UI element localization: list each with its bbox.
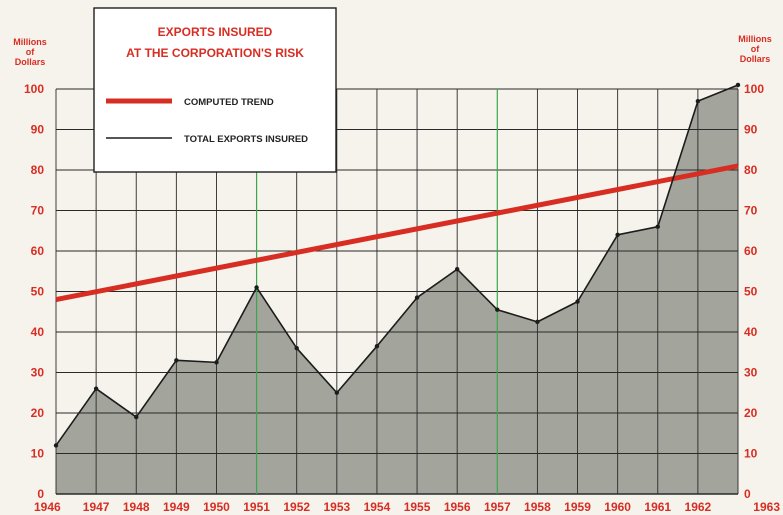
unit-label-left-line-1: Millions <box>13 37 47 47</box>
chart-title-line-1: EXPORTS INSURED <box>158 25 273 39</box>
unit-label-left-line-2: of <box>26 47 35 57</box>
data-point-1947 <box>93 386 99 391</box>
x-tick-label: 1960 <box>604 500 631 514</box>
y-tick-label-left: 50 <box>31 285 45 299</box>
x-tick-label: 1954 <box>364 500 391 514</box>
data-point-1953 <box>334 390 340 395</box>
y-axis-unit-label-left: Millions of Dollars <box>13 37 47 67</box>
y-tick-label-left: 60 <box>31 244 45 258</box>
data-point-1948 <box>134 414 139 420</box>
area-layer <box>56 84 738 494</box>
x-tick-label: 1953 <box>323 500 350 514</box>
x-tick-label: 1952 <box>283 500 310 514</box>
legend: EXPORTS INSURED AT THE CORPORATION'S RIS… <box>93 7 337 173</box>
x-tick-label: 1961 <box>644 500 671 514</box>
total-exports-line <box>55 84 739 446</box>
data-point-1963 <box>735 82 741 88</box>
y-tick-label-right: 100 <box>744 82 764 96</box>
x-tick-label: 1951 <box>243 500 270 514</box>
x-tick-label: 1956 <box>444 500 471 514</box>
data-point-1946 <box>53 443 59 448</box>
y-tick-label-right: 0 <box>744 487 751 501</box>
unit-label-right-line-1: Millions <box>738 34 772 44</box>
x-tick-label: 1946 <box>34 500 61 514</box>
y-tick-label-right: 80 <box>744 163 758 177</box>
y-tick-label-left: 40 <box>31 325 45 339</box>
y-tick-label-right: 90 <box>744 123 758 137</box>
data-point-1952 <box>294 346 299 351</box>
data-point-1962 <box>695 98 701 104</box>
series-layer <box>53 82 741 448</box>
unit-label-right-line-2: of <box>751 44 760 54</box>
data-point-1956 <box>454 267 460 272</box>
unit-label-right-line-3: Dollars <box>740 54 771 64</box>
data-point-1954 <box>374 343 380 349</box>
x-tick-label: 1963 <box>753 500 780 514</box>
data-point-1958 <box>535 319 540 325</box>
y-tick-label-left: 90 <box>31 123 45 137</box>
y-tick-label-right: 10 <box>744 447 758 461</box>
legend-total-label: TOTAL EXPORTS INSURED <box>184 134 308 145</box>
x-tick-label: 1948 <box>123 500 150 514</box>
y-axis-unit-label-right: Millions of Dollars <box>738 34 772 64</box>
legend-trend-label: COMPUTED TREND <box>184 97 274 108</box>
x-tick-label: 1958 <box>524 500 551 514</box>
data-point-1955 <box>414 295 420 300</box>
x-tick-label: 1947 <box>83 500 110 514</box>
y-tick-label-left: 80 <box>31 163 45 177</box>
data-point-1957 <box>495 307 500 312</box>
y-tick-label-right: 60 <box>744 244 758 258</box>
x-tick-label: 1957 <box>484 500 511 514</box>
data-point-1959 <box>575 299 580 304</box>
y-tick-label-right: 70 <box>744 204 758 218</box>
y-tick-label-left: 30 <box>31 366 45 380</box>
unit-label-left-line-3: Dollars <box>15 57 46 67</box>
data-point-1951 <box>254 285 259 290</box>
x-tick-label: 1949 <box>163 500 190 514</box>
x-tick-label: 1962 <box>685 500 712 514</box>
trend-line <box>55 163 739 303</box>
legend-box <box>93 7 337 173</box>
data-point-1949 <box>174 358 179 363</box>
y-tick-label-left: 100 <box>24 82 44 96</box>
y-tick-label-left: 10 <box>31 447 45 461</box>
chart-title-line-2: AT THE CORPORATION'S RISK <box>126 46 304 60</box>
total-exports-area <box>56 84 738 494</box>
x-tick-label: 1950 <box>203 500 230 514</box>
y-tick-label-left: 20 <box>31 406 45 420</box>
data-point-1950 <box>214 360 219 365</box>
x-tick-label: 1959 <box>564 500 591 514</box>
y-tick-label-left: 0 <box>37 487 44 501</box>
x-tick-label: 1955 <box>404 500 431 514</box>
tick-label-layer: 0 0 10 10 20 20 30 30 40 40 50 50 60 60 70 70 80 80 90 90 10… <box>24 82 780 514</box>
y-tick-label-right: 30 <box>744 366 758 380</box>
y-tick-label-left: 70 <box>31 204 45 218</box>
y-tick-label-right: 50 <box>744 285 758 299</box>
data-point-1961 <box>655 224 660 229</box>
y-tick-label-right: 20 <box>744 406 758 420</box>
data-point-1960 <box>615 232 620 237</box>
y-tick-label-right: 40 <box>744 325 758 339</box>
